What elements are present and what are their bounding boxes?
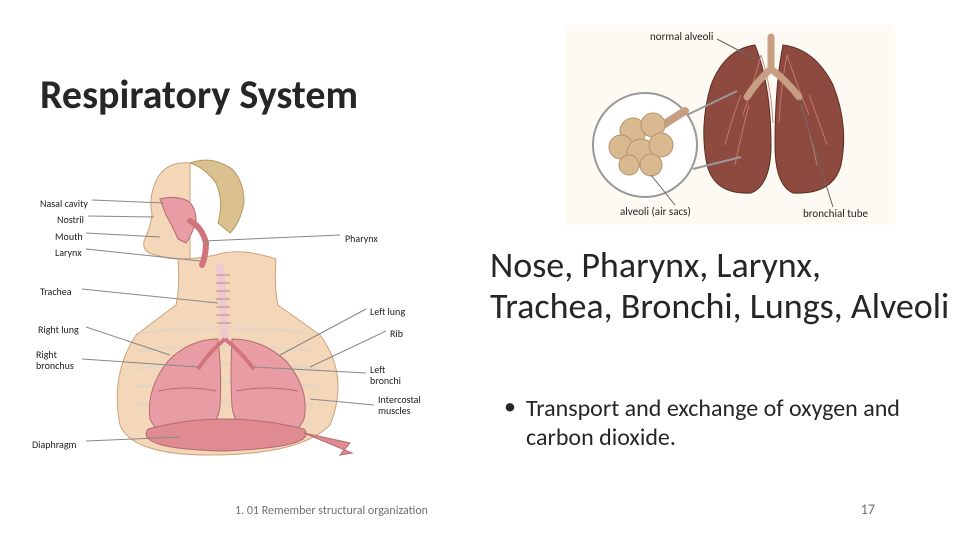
alveoli-diagram: normal alveoli alveoli (air sacs) bronch… — [565, 25, 895, 225]
label-diaphragm: Diaphragm — [32, 438, 77, 451]
label-left-bronchi: Leftbronchi — [370, 365, 401, 386]
bullet-item: Transport and exchange of oxygen and car… — [490, 395, 950, 453]
label-nostril: Nostril — [57, 213, 84, 226]
label-bronchial-tube: bronchial tube — [803, 207, 868, 220]
slide-title: Respiratory System — [40, 70, 358, 119]
label-normal-alveoli: normal alveoli — [650, 30, 713, 43]
alveoli-svg — [565, 25, 895, 225]
label-nasal-cavity: Nasal cavity — [40, 197, 88, 210]
page-number: 17 — [861, 501, 875, 518]
label-alveoli-sacs: alveoli (air sacs) — [620, 205, 691, 218]
label-larynx: Larynx — [55, 246, 82, 259]
label-right-bronchus: Rightbronchus — [36, 350, 74, 371]
label-mouth: Mouth — [55, 230, 83, 243]
label-right-lung: Right lung — [38, 323, 79, 336]
label-left-lung: Left lung — [370, 305, 405, 318]
label-intercostal: Intercostalmuscles — [378, 395, 421, 416]
anatomy-diagram: Nasal cavity Nostril Mouth Larynx Trache… — [40, 155, 445, 465]
footer-text: 1. 01 Remember structural organization — [235, 504, 428, 518]
components-text: Nose, Pharynx, Larynx, Trachea, Bronchi,… — [490, 245, 950, 328]
label-pharynx: Pharynx — [345, 232, 378, 245]
label-trachea: Trachea — [40, 285, 72, 298]
bullet-list: Transport and exchange of oxygen and car… — [490, 395, 950, 453]
label-rib: Rib — [390, 327, 403, 340]
